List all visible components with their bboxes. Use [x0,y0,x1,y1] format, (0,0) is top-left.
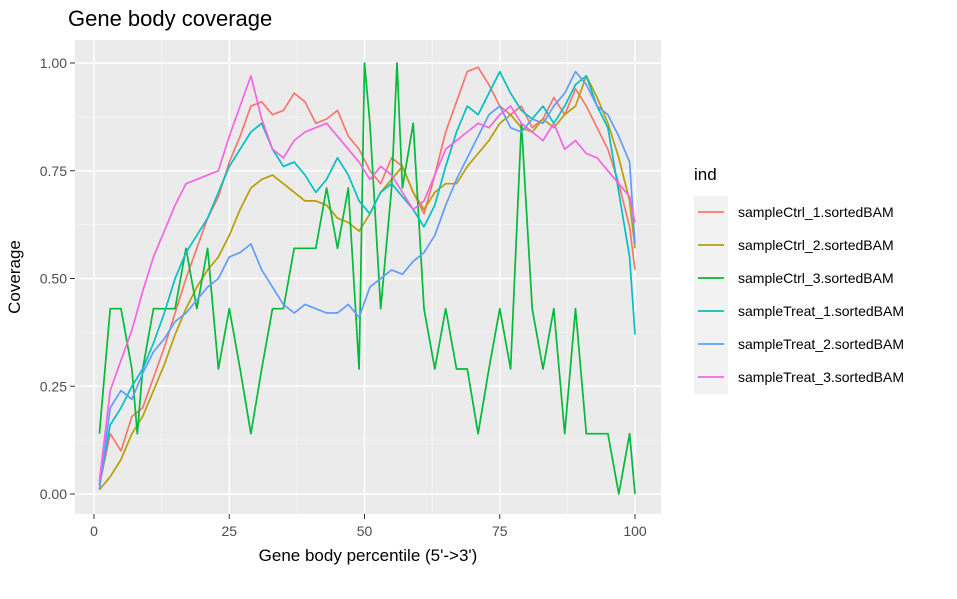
y-tick-label: 0.75 [40,163,67,179]
x-tick-label: 50 [357,523,373,539]
chart-title: Gene body coverage [68,6,272,31]
plot-panel [75,40,661,514]
y-axis: 0.00 0.25 0.50 0.75 1.00 [40,55,75,502]
legend: ind sampleCtrl_1.sortedBAM sampleCtrl_2.s… [694,165,904,394]
major-gridlines [75,40,661,514]
y-tick-label: 0.00 [40,486,67,502]
series-line-6 [98,75,636,482]
legend-label: sampleTreat_1.sortedBAM [738,303,904,319]
x-tick-label: 0 [90,523,98,539]
x-tick-label: 25 [221,523,237,539]
legend-label: sampleCtrl_1.sortedBAM [738,204,894,220]
legend-label: sampleCtrl_2.sortedBAM [738,237,894,253]
x-axis-title: Gene body percentile (5'->3') [259,546,478,565]
legend-label: sampleTreat_3.sortedBAM [738,369,904,385]
y-axis-title: Coverage [5,240,24,314]
x-axis: 0 25 50 75 100 [90,514,647,539]
series-line-4 [98,70,636,486]
series-line-5 [98,70,636,490]
x-tick-label: 75 [492,523,508,539]
y-tick-label: 0.25 [40,378,67,394]
x-tick-label: 100 [623,523,647,539]
y-tick-label: 1.00 [40,55,67,71]
legend-title: ind [694,165,717,184]
legend-label: sampleTreat_2.sortedBAM [738,336,904,352]
series-lines [98,62,636,495]
y-tick-label: 0.50 [40,271,67,287]
legend-key-background [694,196,728,394]
legend-label: sampleCtrl_3.sortedBAM [738,270,894,286]
